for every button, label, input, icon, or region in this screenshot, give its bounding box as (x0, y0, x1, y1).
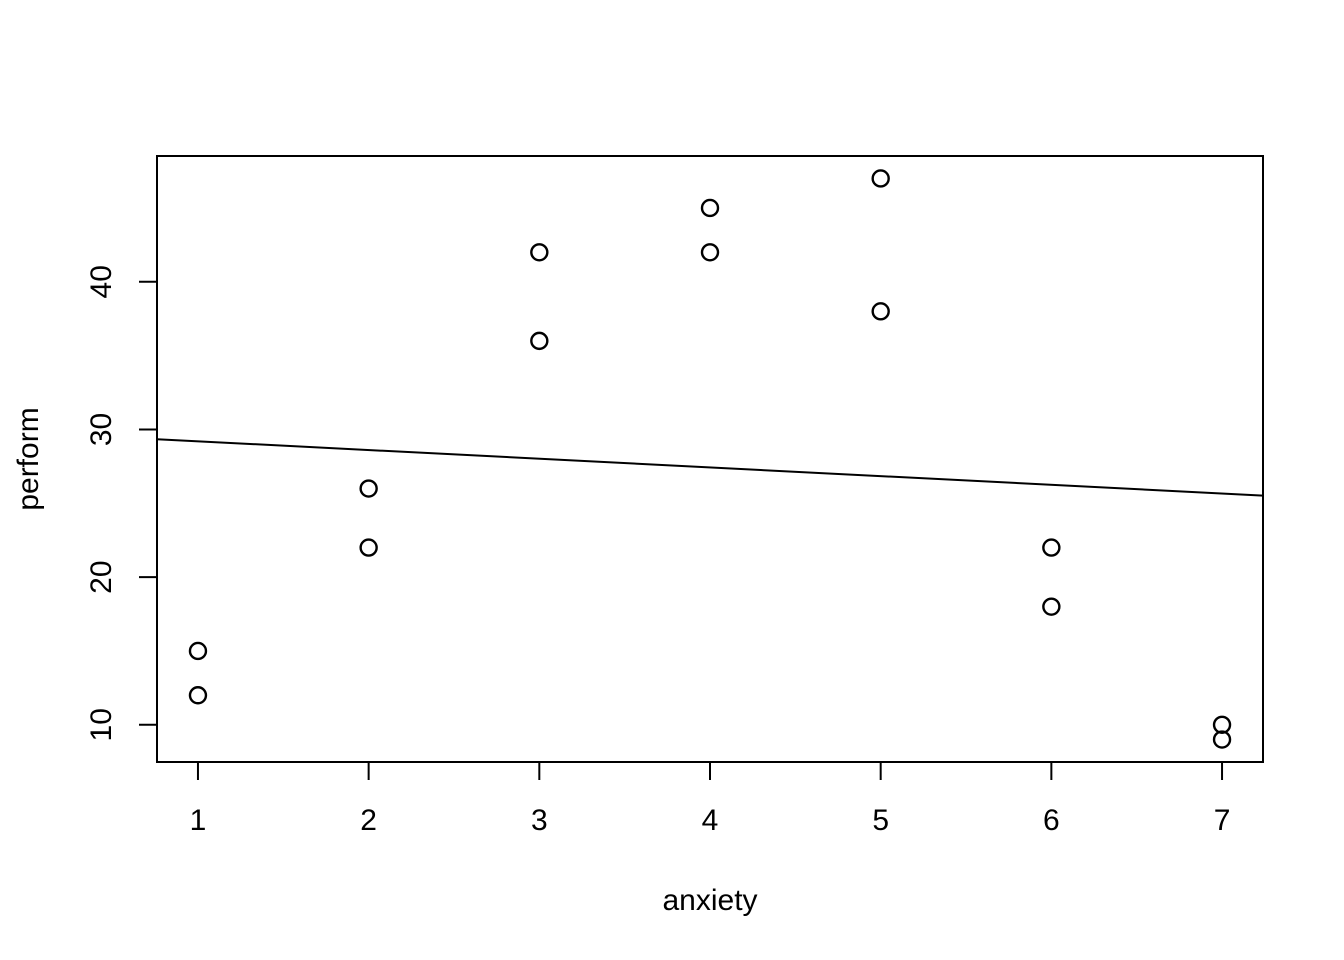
regression-line-group (156, 438, 1264, 497)
x-axis: 1 2 3 4 5 6 7 (190, 762, 1231, 837)
y-axis-label: perform (12, 407, 45, 510)
data-point (530, 243, 549, 262)
data-point (359, 538, 378, 557)
y-axis: 10 20 30 40 (85, 265, 157, 741)
data-point (1042, 538, 1061, 557)
x-tick-label: 6 (1043, 804, 1060, 837)
data-point (700, 243, 720, 262)
data-point (188, 641, 208, 661)
plot-box (156, 155, 1264, 763)
data-point (1042, 597, 1061, 616)
x-tick-label: 3 (531, 804, 548, 837)
y-tick-label: 10 (85, 708, 118, 741)
data-points-group (188, 169, 1232, 749)
data-point (359, 479, 378, 498)
data-point (1212, 715, 1232, 734)
x-tick-label: 5 (872, 804, 889, 837)
data-point (871, 169, 890, 188)
regression-line (156, 438, 1264, 497)
x-tick-label: 1 (190, 804, 207, 837)
y-tick-label: 30 (85, 413, 118, 446)
data-point (530, 331, 549, 351)
x-axis-label: anxiety (662, 884, 757, 917)
x-tick-label: 7 (1214, 804, 1231, 837)
data-point (1212, 730, 1232, 749)
y-tick-label: 40 (85, 265, 118, 298)
x-tick-label: 2 (360, 804, 377, 837)
y-tick-label: 20 (85, 560, 118, 593)
data-point (700, 198, 720, 218)
data-point (871, 302, 890, 321)
x-tick-label: 4 (702, 804, 719, 837)
data-point (188, 686, 208, 705)
